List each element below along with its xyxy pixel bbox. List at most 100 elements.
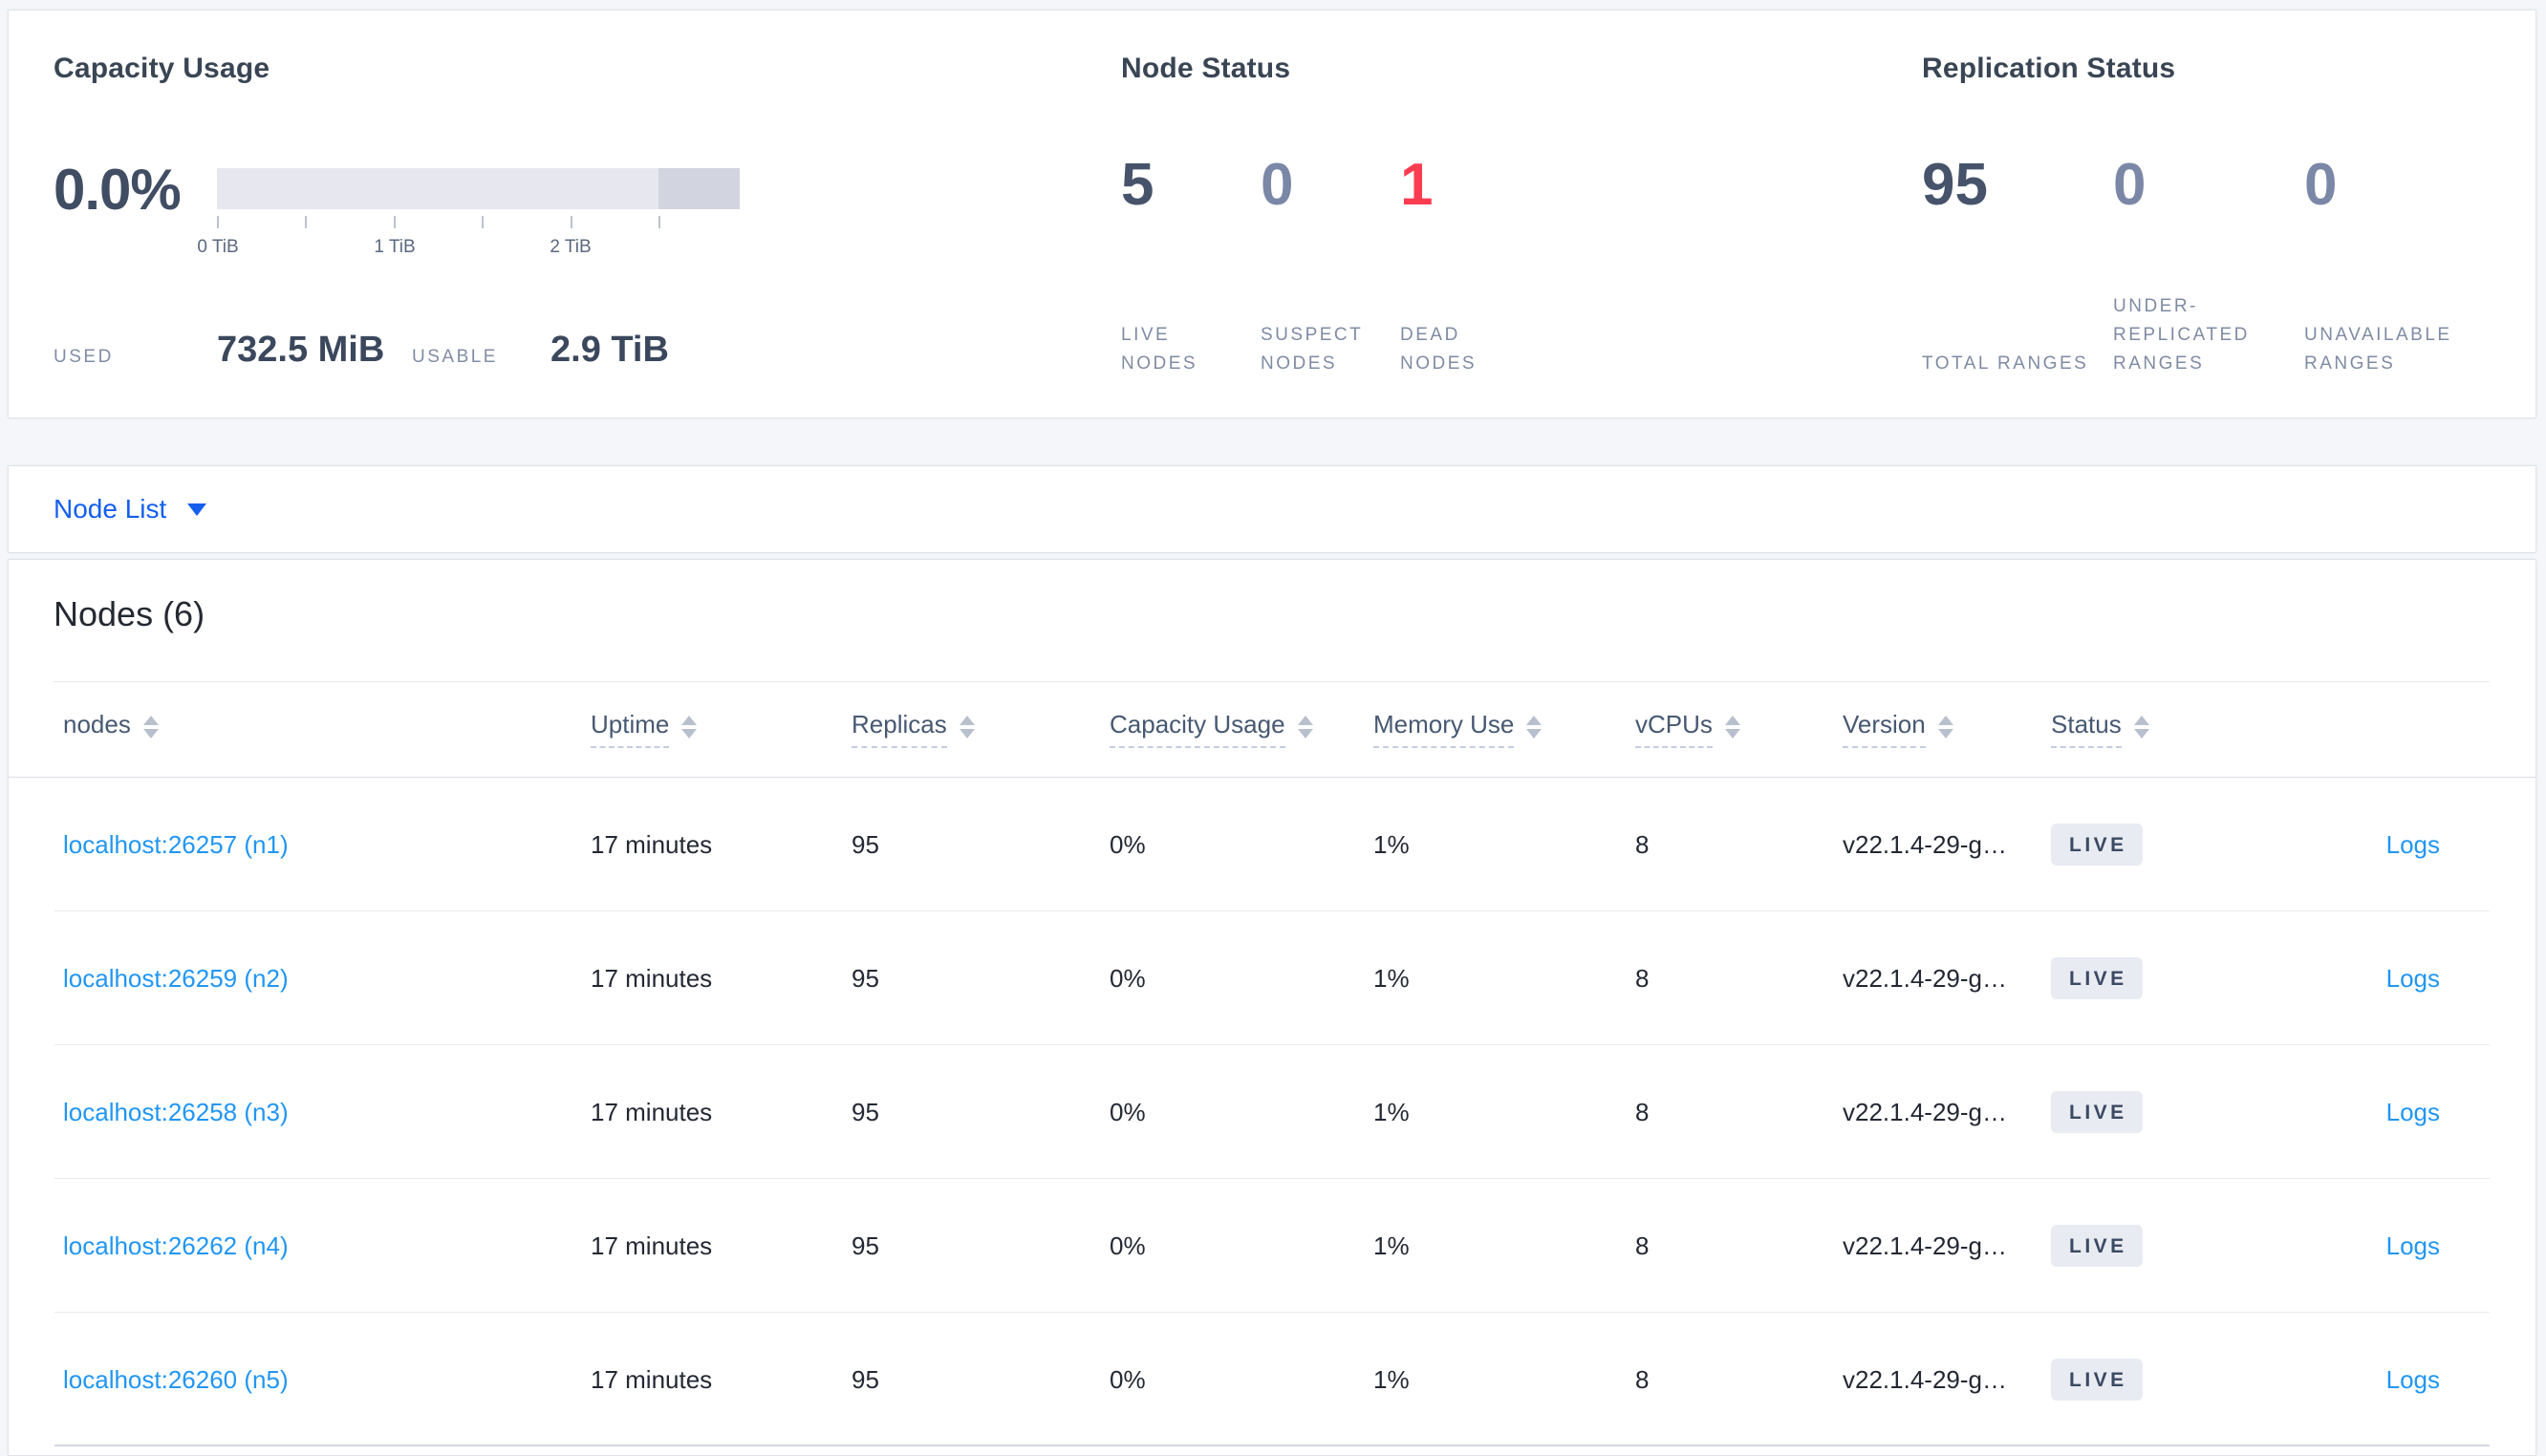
- version-cell: v22.1.4-29-g…: [1843, 1364, 2007, 1394]
- capacity-used-percent: 0.0%: [54, 158, 182, 222]
- capacity-usage-cell: 0%: [1110, 963, 1146, 993]
- capacity-bar-tail-segment: [658, 168, 740, 209]
- node-status-title: Node Status: [1121, 53, 1291, 84]
- table-row: localhost:26262 (n4) 17 minutes 95 0% 1%…: [9, 1179, 2535, 1313]
- unavailable-ranges-value: 0: [2304, 152, 2338, 218]
- logs-link[interactable]: Logs: [2385, 1364, 2440, 1394]
- status-badge: LIVE: [2051, 824, 2143, 866]
- dead-nodes-value: 1: [1400, 152, 1434, 218]
- axis-tick: [305, 216, 307, 228]
- column-header-nodes[interactable]: nodes: [63, 710, 591, 748]
- memory-use-cell: 1%: [1373, 963, 1410, 993]
- replicas-cell: 95: [852, 829, 879, 859]
- uptime-cell: 17 minutes: [591, 829, 713, 859]
- section-divider: [54, 681, 2490, 682]
- column-header-version[interactable]: Version: [1843, 710, 2051, 748]
- sort-icon: [959, 716, 975, 739]
- usable-value: 2.9 TiB: [550, 330, 669, 370]
- capacity-usage-cell: 0%: [1110, 829, 1146, 859]
- unavailable-ranges-stat: 0 UNAVAILABLE RANGES: [2304, 156, 2488, 378]
- vcpus-cell: 8: [1635, 1364, 1650, 1394]
- used-value: 732.5 MiB: [217, 330, 385, 370]
- table-header-row: nodes Uptime Replicas Capacity Usage Mem…: [9, 681, 2535, 778]
- column-header-status[interactable]: Status: [2051, 710, 2295, 748]
- nodes-table-card: Nodes (6) nodes Uptime Replicas Capacity…: [8, 559, 2536, 1456]
- dead-nodes-stat: 1 DEAD NODES: [1400, 156, 1522, 378]
- suspect-nodes-label: SUSPECT NODES: [1261, 325, 1363, 374]
- column-header-replicas[interactable]: Replicas: [852, 710, 1110, 748]
- caret-down-icon: [187, 503, 207, 516]
- vcpus-cell: 8: [1635, 963, 1650, 993]
- capacity-usage-cell: 0%: [1110, 1364, 1146, 1394]
- uptime-cell: 17 minutes: [591, 1231, 713, 1260]
- logs-link[interactable]: Logs: [2385, 963, 2440, 993]
- status-badge: LIVE: [2051, 1225, 2143, 1267]
- vcpus-cell: 8: [1635, 829, 1650, 859]
- uptime-cell: 17 minutes: [591, 963, 713, 993]
- version-cell: v22.1.4-29-g…: [1843, 1231, 2007, 1260]
- logs-link[interactable]: Logs: [2385, 1097, 2440, 1126]
- node-link[interactable]: localhost:26260 (n5): [63, 1364, 289, 1394]
- node-link[interactable]: localhost:26259 (n2): [63, 963, 289, 993]
- memory-use-cell: 1%: [1373, 1097, 1410, 1126]
- vcpus-cell: 8: [1635, 1097, 1650, 1126]
- status-badge: LIVE: [2051, 957, 2143, 999]
- under-replicated-stat: 0 UNDER-REPLICATED RANGES: [2113, 156, 2297, 378]
- logs-link[interactable]: Logs: [2385, 1231, 2440, 1260]
- sort-icon: [2133, 716, 2149, 739]
- capacity-usage-cell: 0%: [1110, 1231, 1146, 1260]
- table-body: localhost:26257 (n1) 17 minutes 95 0% 1%…: [9, 778, 2535, 1446]
- sort-icon: [1724, 716, 1740, 739]
- sort-icon: [1526, 716, 1543, 739]
- replicas-cell: 95: [852, 963, 879, 993]
- total-ranges-stat: 95 TOTAL RANGES: [1922, 156, 2105, 378]
- version-cell: v22.1.4-29-g…: [1843, 963, 2007, 993]
- axis-tick: [394, 216, 396, 228]
- table-row: localhost:26258 (n3) 17 minutes 95 0% 1%…: [9, 1045, 2535, 1179]
- table-row: localhost:26257 (n1) 17 minutes 95 0% 1%…: [9, 778, 2535, 911]
- under-replicated-value: 0: [2113, 152, 2147, 218]
- axis-tick-label: 1 TiB: [374, 237, 416, 257]
- node-list-dropdown[interactable]: Node List: [54, 494, 207, 525]
- live-nodes-stat: 5 LIVE NODES: [1121, 156, 1243, 378]
- column-header-uptime[interactable]: Uptime: [591, 710, 852, 748]
- uptime-cell: 17 minutes: [591, 1364, 713, 1394]
- node-link[interactable]: localhost:26257 (n1): [63, 829, 289, 859]
- sort-icon: [1297, 716, 1313, 739]
- capacity-usage-cell: 0%: [1110, 1097, 1146, 1126]
- axis-tick: [658, 216, 660, 228]
- node-list-dropdown-label: Node List: [54, 494, 167, 524]
- column-header-memory-use[interactable]: Memory Use: [1373, 710, 1635, 748]
- axis-tick: [482, 216, 484, 228]
- status-badge: LIVE: [2051, 1359, 2143, 1401]
- used-label: USED: [54, 347, 114, 367]
- table-row: localhost:26260 (n5) 17 minutes 95 0% 1%…: [9, 1313, 2535, 1446]
- uptime-cell: 17 minutes: [591, 1097, 713, 1126]
- total-ranges-label: TOTAL RANGES: [1922, 353, 2089, 374]
- live-nodes-label: LIVE NODES: [1121, 325, 1198, 374]
- replicas-cell: 95: [852, 1231, 879, 1260]
- replicas-cell: 95: [852, 1364, 879, 1394]
- sort-icon: [142, 716, 159, 739]
- node-link[interactable]: localhost:26262 (n4): [63, 1231, 289, 1260]
- cluster-summary-card: Capacity Usage 0.0% 0 TiB 1 TiB 2 TiB US…: [8, 10, 2536, 418]
- replication-status-title: Replication Status: [1922, 53, 2176, 84]
- replicas-cell: 95: [852, 1097, 879, 1126]
- column-header-vcpus[interactable]: vCPUs: [1635, 710, 1843, 748]
- unavailable-ranges-label: UNAVAILABLE RANGES: [2304, 325, 2452, 374]
- live-nodes-value: 5: [1121, 152, 1154, 218]
- axis-tick-label: 0 TiB: [197, 237, 239, 257]
- nodes-section-title: Nodes (6): [54, 594, 205, 633]
- sort-icon: [1937, 716, 1953, 739]
- axis-tick: [571, 216, 572, 228]
- version-cell: v22.1.4-29-g…: [1843, 829, 2007, 859]
- version-cell: v22.1.4-29-g…: [1843, 1097, 2007, 1126]
- sort-icon: [681, 716, 698, 739]
- node-link[interactable]: localhost:26258 (n3): [63, 1097, 289, 1126]
- dead-nodes-label: DEAD NODES: [1400, 325, 1478, 374]
- status-badge: LIVE: [2051, 1091, 2143, 1133]
- memory-use-cell: 1%: [1373, 1364, 1410, 1394]
- logs-link[interactable]: Logs: [2385, 829, 2440, 859]
- column-header-capacity-usage[interactable]: Capacity Usage: [1110, 710, 1373, 748]
- memory-use-cell: 1%: [1373, 1231, 1410, 1260]
